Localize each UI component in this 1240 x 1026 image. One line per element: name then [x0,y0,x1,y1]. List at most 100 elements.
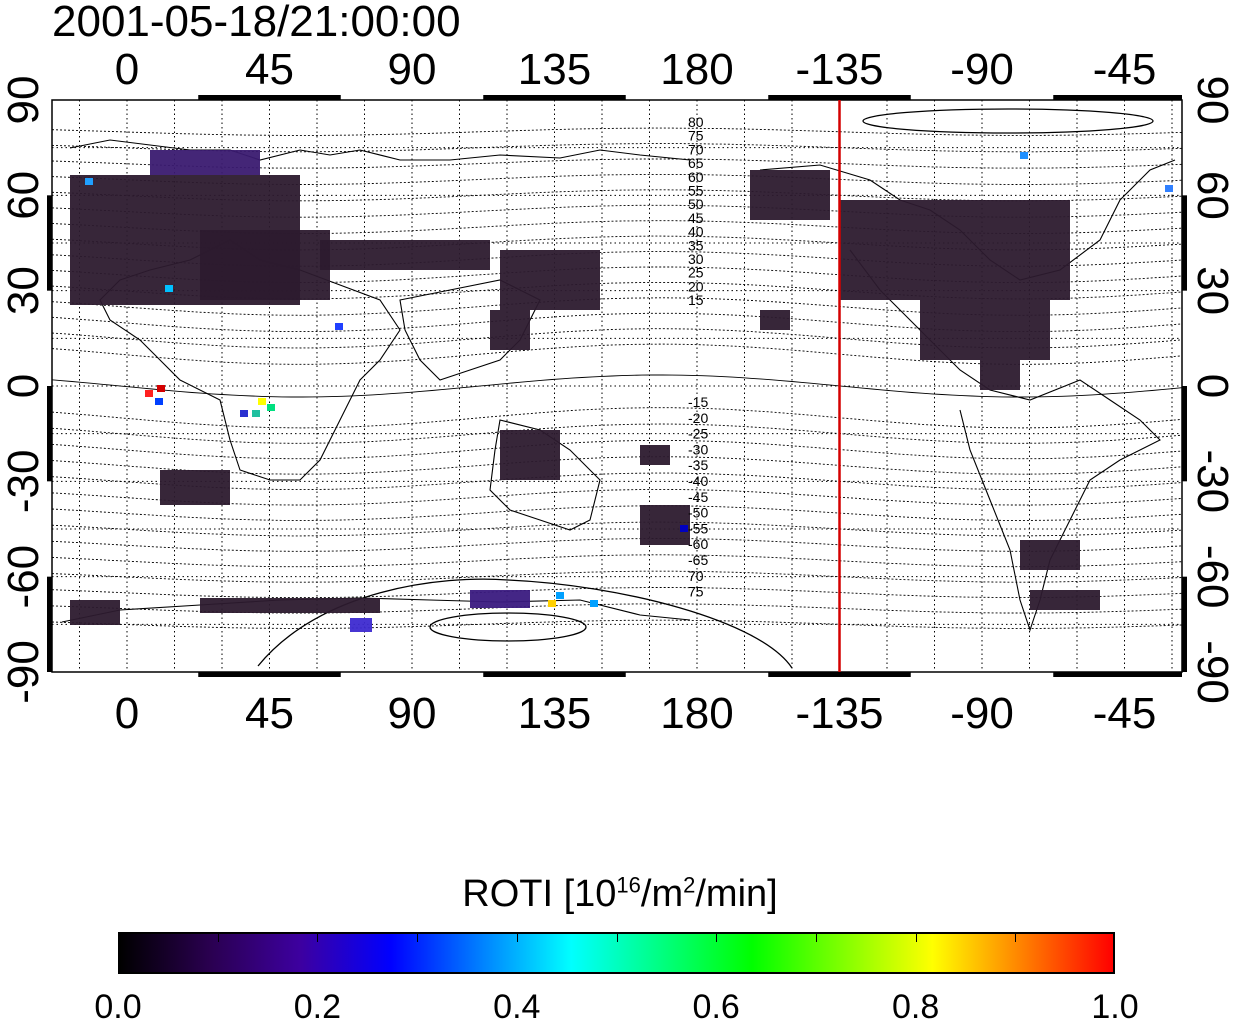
roti-data-patch [160,470,230,505]
contour-label: -50 [688,505,708,521]
bottom-lon-tick-label: 90 [388,689,437,738]
roti-data-patch [320,240,490,270]
bottom-lon-tick-label: -135 [795,689,883,738]
roti-data-point [165,285,173,292]
roti-data-patch [500,430,560,480]
bottom-lon-tick-label: 45 [245,689,294,738]
bottom-lon-tick-label: -45 [1093,689,1157,738]
top-border-bar [1053,95,1182,100]
contour-label: 25 [688,265,704,281]
magnetic-latitude-contour [52,456,1182,475]
roti-data-point [267,404,275,411]
roti-data-patch [490,310,530,350]
top-border-bar [483,95,626,100]
bottom-border-bar [768,672,911,677]
left-border-bar [47,386,52,482]
magnetic-latitude-contour [52,554,1182,568]
roti-data-patch [1030,590,1100,610]
contour-label: -60 [688,536,708,552]
right-border-bar [1182,386,1187,482]
left-lat-tick-label: -30 [0,450,48,514]
magnetic-latitude-contour [52,439,1182,460]
contour-label: 40 [688,224,704,240]
coastline [399,279,541,381]
magnetic-latitude-contour [52,488,1182,506]
roti-data-patch [350,618,372,632]
colorbar [118,932,1115,974]
roti-data-patch [200,230,330,300]
contour-label: -55 [688,520,708,536]
top-lon-tick-label: 90 [388,45,437,94]
contour-label: -65 [688,552,708,568]
coastline [69,139,691,161]
contour-label: 20 [688,278,704,294]
bottom-border-bar [198,672,341,677]
roti-data-point [258,398,266,405]
right-lat-tick-label: -60 [1188,545,1237,609]
magnetic-latitude-contour [52,505,1182,521]
contour-label: -45 [688,489,708,505]
right-border-bar [1182,576,1187,672]
contour-label: -30 [688,441,708,457]
colorbar-tick-mark [716,934,718,942]
colorbar-tick-mark [516,934,518,942]
right-border-bar [1182,195,1187,291]
roti-data-point [155,398,163,405]
roti-data-point [556,592,564,599]
top-lon-tick-label: -45 [1093,45,1157,94]
colorbar-tick-mark [1015,934,1017,942]
right-lat-tick-label: 60 [1188,171,1237,220]
magnetic-latitude-contour [52,423,1182,444]
left-lat-tick-label: 60 [0,171,48,220]
roti-data-patch [150,150,260,175]
magnetic-latitude-contour [52,374,1182,398]
roti-data-patch [1020,540,1080,570]
magnetic-latitude-contour [52,619,1182,629]
left-lat-tick-label: 30 [0,266,48,315]
top-border-bar [768,95,911,100]
roti-data-point [548,600,556,607]
bottom-lon-tick-label: 0 [115,689,139,738]
roti-data-point [1020,152,1028,159]
contour-label: 65 [688,155,704,171]
roti-data-point [157,385,165,392]
top-lon-tick-label: 135 [518,45,591,94]
contour-label: 55 [688,183,704,199]
top-lon-tick-label: 45 [245,45,294,94]
roti-data-patch [640,445,670,465]
left-lat-tick-label: 0 [0,374,48,398]
top-lon-tick-label: -135 [795,45,883,94]
magnetic-latitude-contour [52,521,1182,537]
roti-data-patch [70,600,120,625]
bottom-lon-tick-label: -90 [950,689,1014,738]
right-lat-tick-label: -30 [1188,450,1237,514]
roti-data-patch [980,360,1020,390]
roti-data-point [590,600,598,607]
left-border-bar [47,195,52,291]
contour-label: -25 [688,426,708,442]
roti-data-patch [500,250,600,310]
contour-label: 35 [688,237,704,253]
colorbar-tick-mark [217,934,219,942]
magnetic-latitude-contour [52,312,1182,333]
roti-data-patch [840,200,1070,300]
roti-data-point [252,410,260,417]
colorbar-tick-label: 0.2 [293,988,342,1026]
colorbar-tick-label: 0.6 [692,988,740,1026]
right-lat-tick-label: 30 [1188,266,1237,315]
magnetic-latitude-contour [52,328,1182,349]
roti-data-patch [760,310,790,330]
contour-label: -15 [688,394,708,410]
roti-data-point [240,410,248,417]
magnetic-latitude-contour [52,570,1182,583]
colorbar-tick-mark [317,934,319,942]
colorbar-tick-mark [915,934,917,942]
colorbar-tick-mark [815,934,817,942]
bottom-lon-tick-label: 135 [518,689,591,738]
magnetic-latitude-contour [52,538,1182,552]
contour-label: 15 [688,292,704,308]
colorbar-tick-mark [616,934,618,942]
magnetic-latitude-contour [52,407,1182,429]
bottom-lon-tick-label: 180 [660,689,733,738]
roti-data-point [335,323,343,330]
